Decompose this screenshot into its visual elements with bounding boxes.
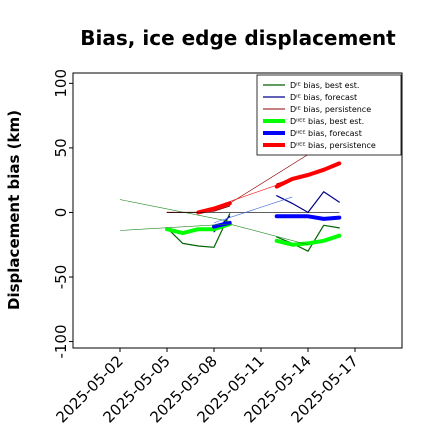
series-line: [166, 213, 231, 248]
y-ticks: -100 -50 0 50 100: [52, 69, 73, 359]
plot-frame: [72, 72, 403, 349]
legend-label: Dᴵᴵᴱᴱ bias, best est.: [290, 117, 364, 126]
plot-area: [72, 72, 403, 349]
thin-line: [229, 223, 309, 246]
y-tick-label: -50: [52, 265, 70, 290]
legend-label: Dᴵᴵᴱᴱ bias, persistence: [290, 141, 376, 150]
chart-title: Bias, ice edge displacement: [80, 26, 396, 50]
legend-label: Dᴵᴱ bias, forecast: [290, 93, 357, 102]
series-line: [165, 222, 232, 236]
legend-label: Dᴵᴱ bias, persistence: [290, 105, 371, 114]
series-line: [274, 233, 342, 247]
thin-line: [213, 196, 293, 224]
y-tick-label: 50: [52, 138, 70, 157]
y-tick-label: 0: [52, 208, 70, 218]
thin-line: [119, 223, 230, 231]
series-line: [276, 191, 340, 213]
series-line: [274, 214, 342, 221]
legend: Dᴵᴱ bias, best est. Dᴵᴱ bias, forecast Dᴵᴱ…: [256, 74, 402, 156]
thin-line: [198, 163, 340, 213]
series-line: [196, 201, 232, 215]
y-tick-label: 100: [52, 69, 70, 98]
thin-line: [119, 199, 230, 222]
y-axis-label: Displacement bias (km): [5, 110, 23, 310]
x-ticks: 2025-05-022025-05-052025-05-082025-05-11…: [52, 348, 362, 426]
legend-label: Dᴵᴵᴱᴱ bias, forecast: [290, 129, 362, 138]
legend-box: [256, 74, 402, 156]
series-line: [276, 224, 340, 252]
legend-label: Dᴵᴱ bias, best est.: [290, 81, 359, 90]
series-layer: [165, 161, 342, 252]
y-tick-label: -100: [52, 325, 70, 359]
